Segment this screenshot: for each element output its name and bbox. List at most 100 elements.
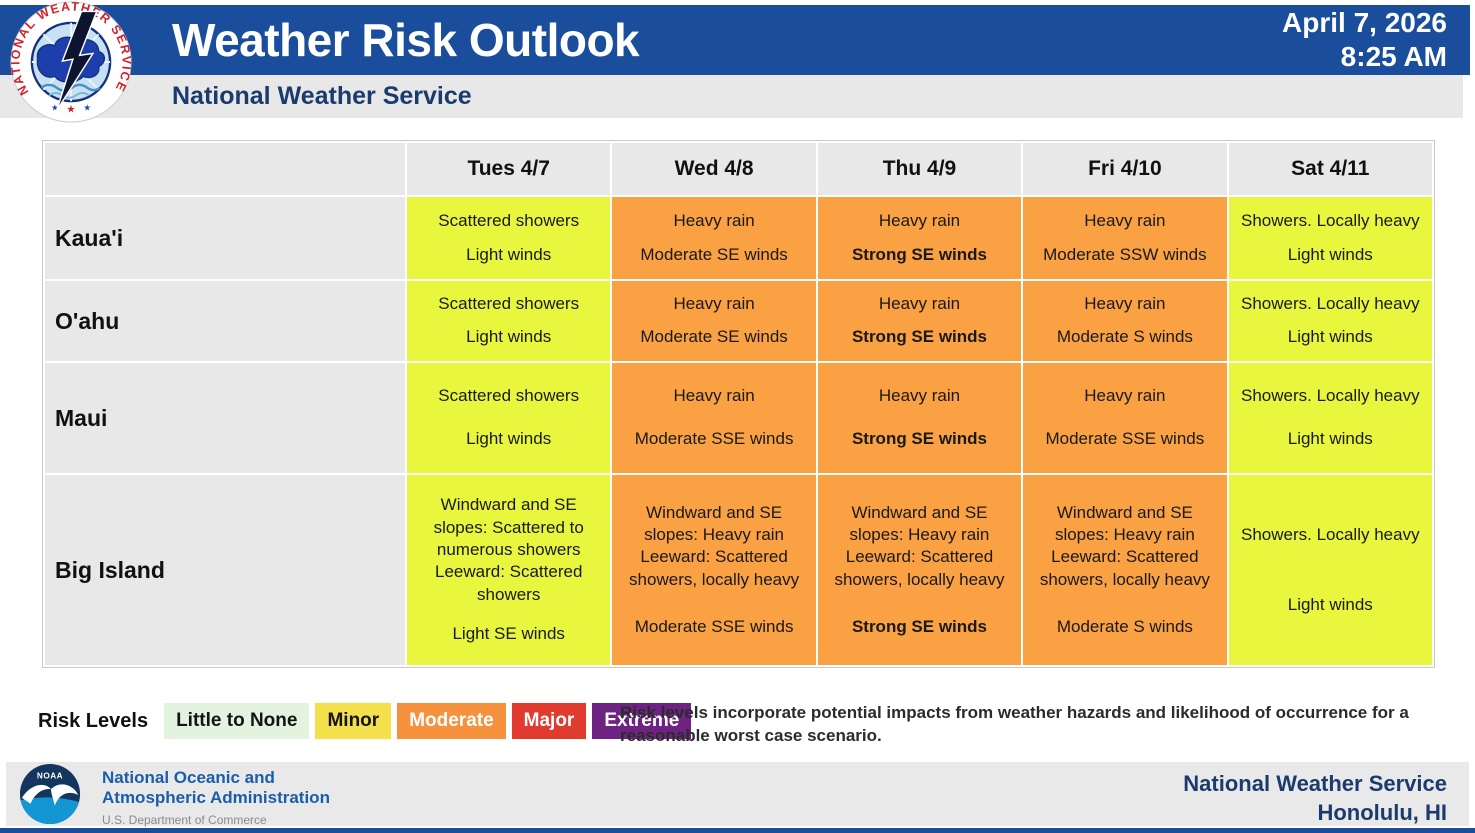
wind-text: Light winds — [466, 244, 552, 264]
page-subtitle: National Weather Service — [172, 82, 472, 110]
wind-text: Light winds — [1287, 327, 1373, 347]
region-label: Kaua'i — [45, 197, 405, 279]
precip-text: Showers. Locally heavy — [1240, 211, 1420, 231]
forecast-cell: Scattered showers Light winds — [407, 363, 611, 473]
precip-text: Heavy rain — [673, 386, 755, 406]
forecast-cell: Heavy rain Strong SE winds — [817, 281, 1022, 361]
forecast-cell: Heavy rain Strong SE winds — [817, 363, 1022, 473]
precip-text: Heavy rain — [673, 211, 755, 231]
forecast-cell: Windward and SE slopes: Heavy rain Leewa… — [1023, 475, 1227, 665]
forecast-cell: Heavy rain Moderate SE winds — [612, 281, 816, 361]
day-header-wed: Wed 4/8 — [612, 143, 816, 195]
agency-name: National Oceanic and Atmospheric Adminis… — [102, 768, 330, 808]
precip-text: Leeward: Scattered showers, locally heav… — [834, 547, 1005, 589]
forecast-cell: Heavy rain Moderate SSW winds — [1023, 197, 1227, 279]
risk-chip-moderate: Moderate — [397, 703, 506, 739]
wind-text: Light winds — [1287, 429, 1373, 449]
risk-chip-minor: Minor — [315, 703, 392, 739]
risk-chip-major: Major — [511, 703, 587, 739]
wind-text: Moderate SSE winds — [1045, 429, 1205, 449]
precip-text: Heavy rain — [1084, 211, 1166, 231]
wind-text: Light winds — [466, 327, 552, 347]
issue-datetime: April 7, 2026 8:25 AM — [1282, 5, 1447, 75]
forecast-cell: Heavy rain Moderate SSE winds — [1023, 363, 1227, 473]
precip-text: Scattered showers — [438, 211, 580, 231]
risk-chip-little-to-none: Little to None — [164, 703, 310, 739]
precip-text: Windward and SE slopes: Heavy rain — [1054, 502, 1195, 545]
forecast-cell: Showers. Locally heavy Light winds — [1228, 197, 1432, 279]
precip-text: Heavy rain — [1084, 386, 1166, 406]
precip-text: Windward and SE slopes: Scattered to num… — [433, 495, 584, 559]
day-header-thu: Thu 4/9 — [817, 143, 1022, 195]
forecast-cell: Windward and SE slopes: Heavy rain Leewa… — [612, 475, 816, 665]
corner-cell — [45, 143, 405, 195]
risk-legend: Risk Levels Little to None Minor Moderat… — [38, 703, 697, 739]
agency-department: U.S. Department of Commerce — [102, 812, 267, 827]
forecast-cell: Heavy rain Moderate SE winds — [612, 197, 816, 279]
noaa-logo-icon: NOAA — [19, 763, 81, 825]
region-label: O'ahu — [45, 281, 405, 361]
wind-text: Moderate SSE winds — [634, 616, 794, 636]
risk-chip-extreme: Extreme — [592, 703, 692, 739]
page-title: Weather Risk Outlook — [172, 14, 640, 66]
risk-legend-note: Risk levels incorporate potential impact… — [620, 703, 1409, 745]
forecast-cell: Scattered showers Light winds — [407, 197, 611, 279]
precip-text: Leeward: Scattered showers, locally heav… — [629, 547, 800, 589]
table-row-kauai: Kaua'i Scattered showers Light winds Hea… — [45, 197, 1432, 279]
header-bar — [0, 5, 1470, 75]
precip-text: Showers. Locally heavy — [1240, 386, 1420, 406]
header-substrip — [0, 75, 1463, 118]
forecast-cell: Heavy rain Moderate S winds — [1023, 281, 1227, 361]
svg-text:★: ★ — [51, 103, 59, 113]
precip-text: Heavy rain — [673, 294, 755, 314]
precip-text: Heavy rain — [878, 294, 961, 314]
day-header-tues: Tues 4/7 — [407, 143, 611, 195]
wind-text: Moderate SSE winds — [634, 429, 794, 449]
issuing-office-location: Honolulu, HI — [1317, 799, 1447, 825]
wind-text: Moderate SE winds — [640, 244, 788, 264]
wind-text: Light winds — [1287, 244, 1373, 264]
svg-text:★: ★ — [83, 103, 91, 113]
issuing-office: National Weather Service Honolulu, HI — [1183, 770, 1447, 827]
forecast-cell: Showers. Locally heavy Light winds — [1228, 475, 1432, 665]
region-label: Big Island — [45, 475, 405, 665]
forecast-cell: Scattered showers Light winds — [407, 281, 611, 361]
precip-text: Leeward: Scattered showers, locally heav… — [1039, 547, 1210, 589]
forecast-cell: Windward and SE slopes: Heavy rain Leewa… — [817, 475, 1022, 665]
precip-text: Scattered showers — [438, 294, 580, 314]
wind-text: Moderate S winds — [1056, 616, 1193, 636]
precip-text: Heavy rain — [878, 211, 961, 231]
wind-text: Light winds — [466, 429, 552, 449]
precip-text: Windward and SE slopes: Heavy rain — [849, 502, 990, 545]
region-label: Maui — [45, 363, 405, 473]
issue-time: 8:25 AM — [1340, 41, 1447, 72]
precip-text: Leeward: Scattered showers — [434, 562, 583, 604]
wind-text: Strong SE winds — [851, 327, 987, 347]
table-row-maui: Maui Scattered showers Light winds Heavy… — [45, 363, 1432, 473]
table-row-oahu: O'ahu Scattered showers Light winds Heav… — [45, 281, 1432, 361]
forecast-table: Tues 4/7 Wed 4/8 Thu 4/9 Fri 4/10 Sat 4/… — [42, 140, 1435, 668]
bottom-border-bar — [0, 828, 1475, 833]
nws-seal-icon: NATIONAL WEATHER SERVICE ★ ★ ★ — [9, 0, 132, 123]
footer-band: NOAA National Oceanic and Atmospheric Ad… — [6, 762, 1469, 827]
risk-legend-title: Risk Levels — [38, 709, 149, 732]
precip-text: Scattered showers — [438, 386, 580, 406]
noaa-logo-text: NOAA — [37, 771, 63, 780]
precip-text: Heavy rain — [1084, 294, 1166, 314]
wind-text: Strong SE winds — [851, 244, 987, 264]
forecast-cell: Heavy rain Strong SE winds — [817, 197, 1022, 279]
wind-text: Moderate SE winds — [640, 327, 788, 347]
precip-text: Windward and SE slopes: Heavy rain — [644, 502, 784, 545]
forecast-cell: Showers. Locally heavy Light winds — [1228, 281, 1432, 361]
precip-text: Showers. Locally heavy — [1240, 525, 1420, 545]
issue-date: April 7, 2026 — [1282, 7, 1447, 39]
issuing-office-name: National Weather Service — [1183, 771, 1447, 796]
precip-text: Heavy rain — [878, 386, 961, 406]
wind-text: Strong SE winds — [851, 616, 987, 636]
precip-text: Showers. Locally heavy — [1240, 294, 1420, 314]
wind-text: Light winds — [1287, 594, 1373, 614]
svg-text:★: ★ — [66, 105, 75, 116]
day-header-row: Tues 4/7 Wed 4/8 Thu 4/9 Fri 4/10 Sat 4/… — [45, 143, 1432, 195]
forecast-cell: Windward and SE slopes: Scattered to num… — [407, 475, 611, 665]
